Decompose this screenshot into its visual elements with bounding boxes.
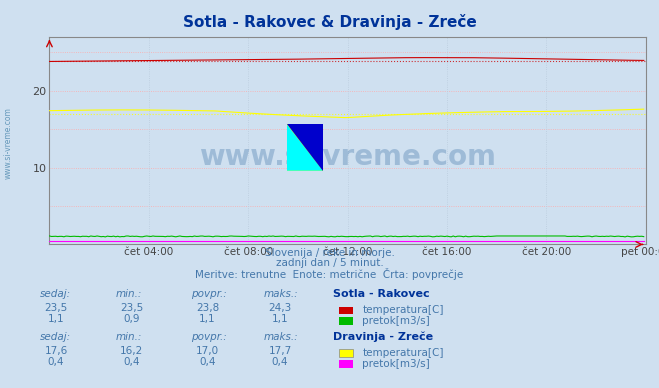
Text: Slovenija / reke in morje.: Slovenija / reke in morje. [264,248,395,258]
Polygon shape [287,124,323,171]
Text: povpr.:: povpr.: [191,332,227,342]
Text: 17,6: 17,6 [44,346,68,356]
Text: Dravinja - Zreče: Dravinja - Zreče [333,332,433,342]
Text: Sotla - Rakovec & Dravinja - Zreče: Sotla - Rakovec & Dravinja - Zreče [183,14,476,29]
Text: sedaj:: sedaj: [40,332,71,342]
Text: 17,0: 17,0 [196,346,219,356]
Text: 17,7: 17,7 [268,346,292,356]
Text: 0,4: 0,4 [272,357,289,367]
Text: sedaj:: sedaj: [40,289,71,299]
Text: maks.:: maks.: [264,332,299,342]
Text: 0,4: 0,4 [47,357,65,367]
Text: www.si-vreme.com: www.si-vreme.com [3,107,13,180]
Text: maks.:: maks.: [264,289,299,299]
Text: 16,2: 16,2 [120,346,144,356]
Text: www.si-vreme.com: www.si-vreme.com [199,143,496,171]
Text: 23,5: 23,5 [120,303,144,314]
Text: temperatura[C]: temperatura[C] [362,348,444,358]
Polygon shape [287,124,323,171]
Text: Meritve: trenutne  Enote: metrične  Črta: povprečje: Meritve: trenutne Enote: metrične Črta: … [195,268,464,281]
Text: pretok[m3/s]: pretok[m3/s] [362,359,430,369]
Text: 0,4: 0,4 [199,357,216,367]
Text: 0,9: 0,9 [123,314,140,324]
Text: 1,1: 1,1 [272,314,289,324]
Text: 23,8: 23,8 [196,303,219,314]
Text: zadnji dan / 5 minut.: zadnji dan / 5 minut. [275,258,384,268]
Text: min.:: min.: [115,332,142,342]
Text: 24,3: 24,3 [268,303,292,314]
Text: 0,4: 0,4 [123,357,140,367]
Text: 1,1: 1,1 [199,314,216,324]
Text: temperatura[C]: temperatura[C] [362,305,444,315]
Text: 1,1: 1,1 [47,314,65,324]
Polygon shape [287,124,323,171]
Text: povpr.:: povpr.: [191,289,227,299]
Text: pretok[m3/s]: pretok[m3/s] [362,316,430,326]
Text: 23,5: 23,5 [44,303,68,314]
Text: min.:: min.: [115,289,142,299]
Text: Sotla - Rakovec: Sotla - Rakovec [333,289,430,299]
